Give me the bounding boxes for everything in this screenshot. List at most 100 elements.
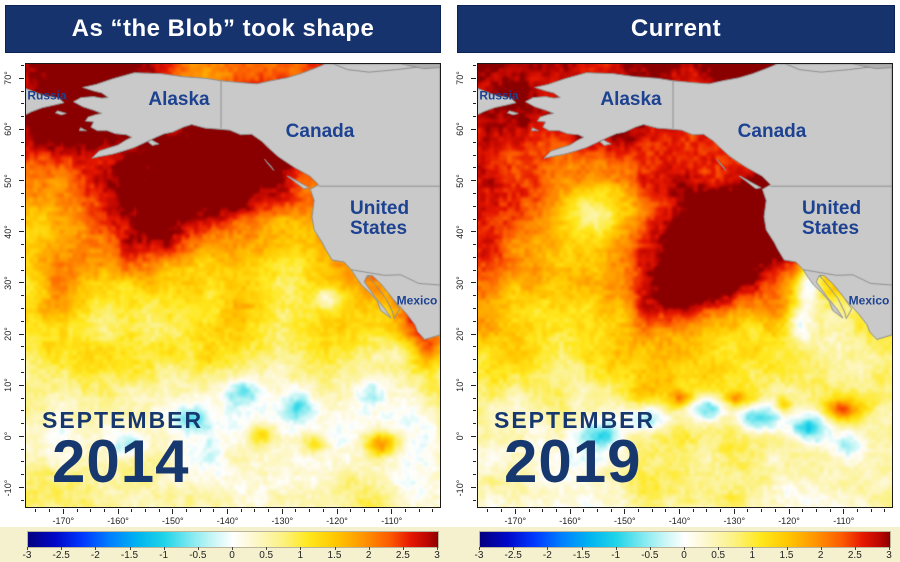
lat-minor-tick <box>473 90 476 92</box>
lat-minor-tick <box>473 141 476 143</box>
colorbar-tick-label: -2.5 <box>504 550 522 561</box>
lon-minor-tick <box>706 509 708 512</box>
lat-minor-tick <box>473 116 476 118</box>
colorbar-tick-label: 0.5 <box>711 550 726 561</box>
colorbar-tick <box>437 547 438 550</box>
lat-minor-tick <box>21 65 24 67</box>
lat-tick-label: -10° <box>3 479 13 496</box>
lon-minor-tick <box>240 509 242 512</box>
lon-minor-tick <box>802 509 804 512</box>
lat-major-tick <box>19 333 24 335</box>
lat-minor-tick <box>21 218 24 220</box>
lon-minor-tick <box>501 509 503 512</box>
lon-minor-tick <box>692 509 694 512</box>
lat-tick-label: 60° <box>455 122 465 137</box>
lat-minor-tick <box>21 423 24 425</box>
lon-minor-tick <box>268 509 270 512</box>
colorbar-tick <box>684 547 685 550</box>
label-russia: Russia <box>479 88 519 103</box>
lat-minor-tick <box>473 461 476 463</box>
lat-tick-label: -10° <box>455 479 465 496</box>
lon-minor-tick <box>90 509 92 512</box>
longitude-axis-2019: -170° -160° -150° -140° -130° -120° -110° <box>477 509 893 529</box>
lat-minor-tick <box>21 295 24 297</box>
lon-minor-tick <box>35 509 37 512</box>
colorbar-tick <box>649 547 651 550</box>
lon-major-tick <box>514 509 516 514</box>
label-mexico: Mexico <box>848 293 890 308</box>
lat-minor-tick <box>473 397 476 399</box>
sst-anomaly-canvas-2019 <box>478 64 892 507</box>
colorbar-tick-label: -1.5 <box>120 550 139 561</box>
year-label-2019: 2019 <box>504 428 642 495</box>
lat-tick-label: 40° <box>3 224 13 239</box>
lon-minor-tick <box>49 509 51 512</box>
colorbar-tick-label: -2 <box>542 550 552 561</box>
lon-tick-label: -170° <box>52 516 75 526</box>
lon-major-tick <box>679 509 681 514</box>
colorbar-tick-label: 1.5 <box>327 550 342 561</box>
lat-major-tick <box>19 384 24 386</box>
lon-tick-label: -120° <box>778 516 800 526</box>
lat-major-tick <box>19 231 24 233</box>
lon-minor-tick <box>761 509 763 512</box>
lat-major-tick <box>19 487 24 489</box>
label-mexico: Mexico <box>396 293 438 308</box>
colorbar-tick <box>334 547 336 550</box>
label-russia: Russia <box>27 88 67 103</box>
lat-minor-tick <box>21 116 24 118</box>
colorbar-2019 <box>479 531 891 548</box>
colorbar-tick <box>718 547 720 550</box>
lon-minor-tick <box>774 509 776 512</box>
lat-tick-label: 0° <box>455 432 465 441</box>
lon-major-tick <box>336 509 338 514</box>
lon-minor-tick <box>487 509 489 512</box>
lat-tick-label: 20° <box>3 327 13 341</box>
lat-minor-tick <box>473 499 476 501</box>
lat-minor-tick <box>473 295 476 297</box>
lon-minor-tick <box>213 509 215 512</box>
colorbar-tick <box>163 547 165 550</box>
colorbar-tick <box>752 547 754 550</box>
lat-tick-label: 60° <box>3 122 13 137</box>
colorbar-2014 <box>27 531 439 548</box>
lat-major-tick <box>471 487 476 489</box>
lon-minor-tick <box>309 509 311 512</box>
colorbar-tick-label: 3 <box>434 550 440 561</box>
lat-minor-tick <box>473 448 476 450</box>
lat-minor-tick <box>473 346 476 348</box>
colorbar-tick-label: -1 <box>611 550 621 561</box>
lat-minor-tick <box>473 167 476 169</box>
lat-tick-label: 20° <box>455 327 465 341</box>
lon-minor-tick <box>542 509 544 512</box>
map-2014: Russia Alaska Canada United States Mexic… <box>25 63 441 508</box>
colorbar-tick-label: -3 <box>474 550 484 561</box>
lat-minor-tick <box>473 359 476 361</box>
lon-minor-tick <box>884 509 886 512</box>
lon-minor-tick <box>870 509 872 512</box>
lat-minor-tick <box>21 346 24 348</box>
colorbar-labels-2019: -3 -2.5 -2 -1.5 -1 -0.5 0 0.5 1 1.5 2 2.5 3 <box>475 547 892 561</box>
lat-major-tick <box>471 282 476 284</box>
lat-minor-tick <box>473 205 476 207</box>
map-2019: Russia Alaska Canada United States Mexic… <box>477 63 893 508</box>
lat-major-tick <box>471 128 476 130</box>
lon-minor-tick <box>158 509 160 512</box>
lat-minor-tick <box>21 320 24 322</box>
lon-minor-tick <box>295 509 297 512</box>
lat-minor-tick <box>21 256 24 258</box>
lat-minor-tick <box>21 397 24 399</box>
colorbar-tick <box>197 547 199 550</box>
lat-minor-tick <box>473 320 476 322</box>
colorbar-tick <box>129 547 131 550</box>
lon-tick-label: -110° <box>381 516 403 526</box>
lon-minor-tick <box>185 509 187 512</box>
sst-anomaly-canvas-2014 <box>26 64 440 507</box>
colorbar-tick-label: 2 <box>365 550 372 561</box>
colorbar-tick-label: 0 <box>681 550 687 561</box>
lat-minor-tick <box>473 244 476 246</box>
lon-tick-label: -160° <box>559 516 581 526</box>
lat-major-tick <box>471 333 476 335</box>
colorbar-tick-label: 0.5 <box>259 550 274 561</box>
